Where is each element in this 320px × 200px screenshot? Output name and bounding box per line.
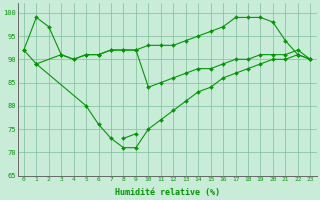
X-axis label: Humidité relative (%): Humidité relative (%) [115,188,220,197]
